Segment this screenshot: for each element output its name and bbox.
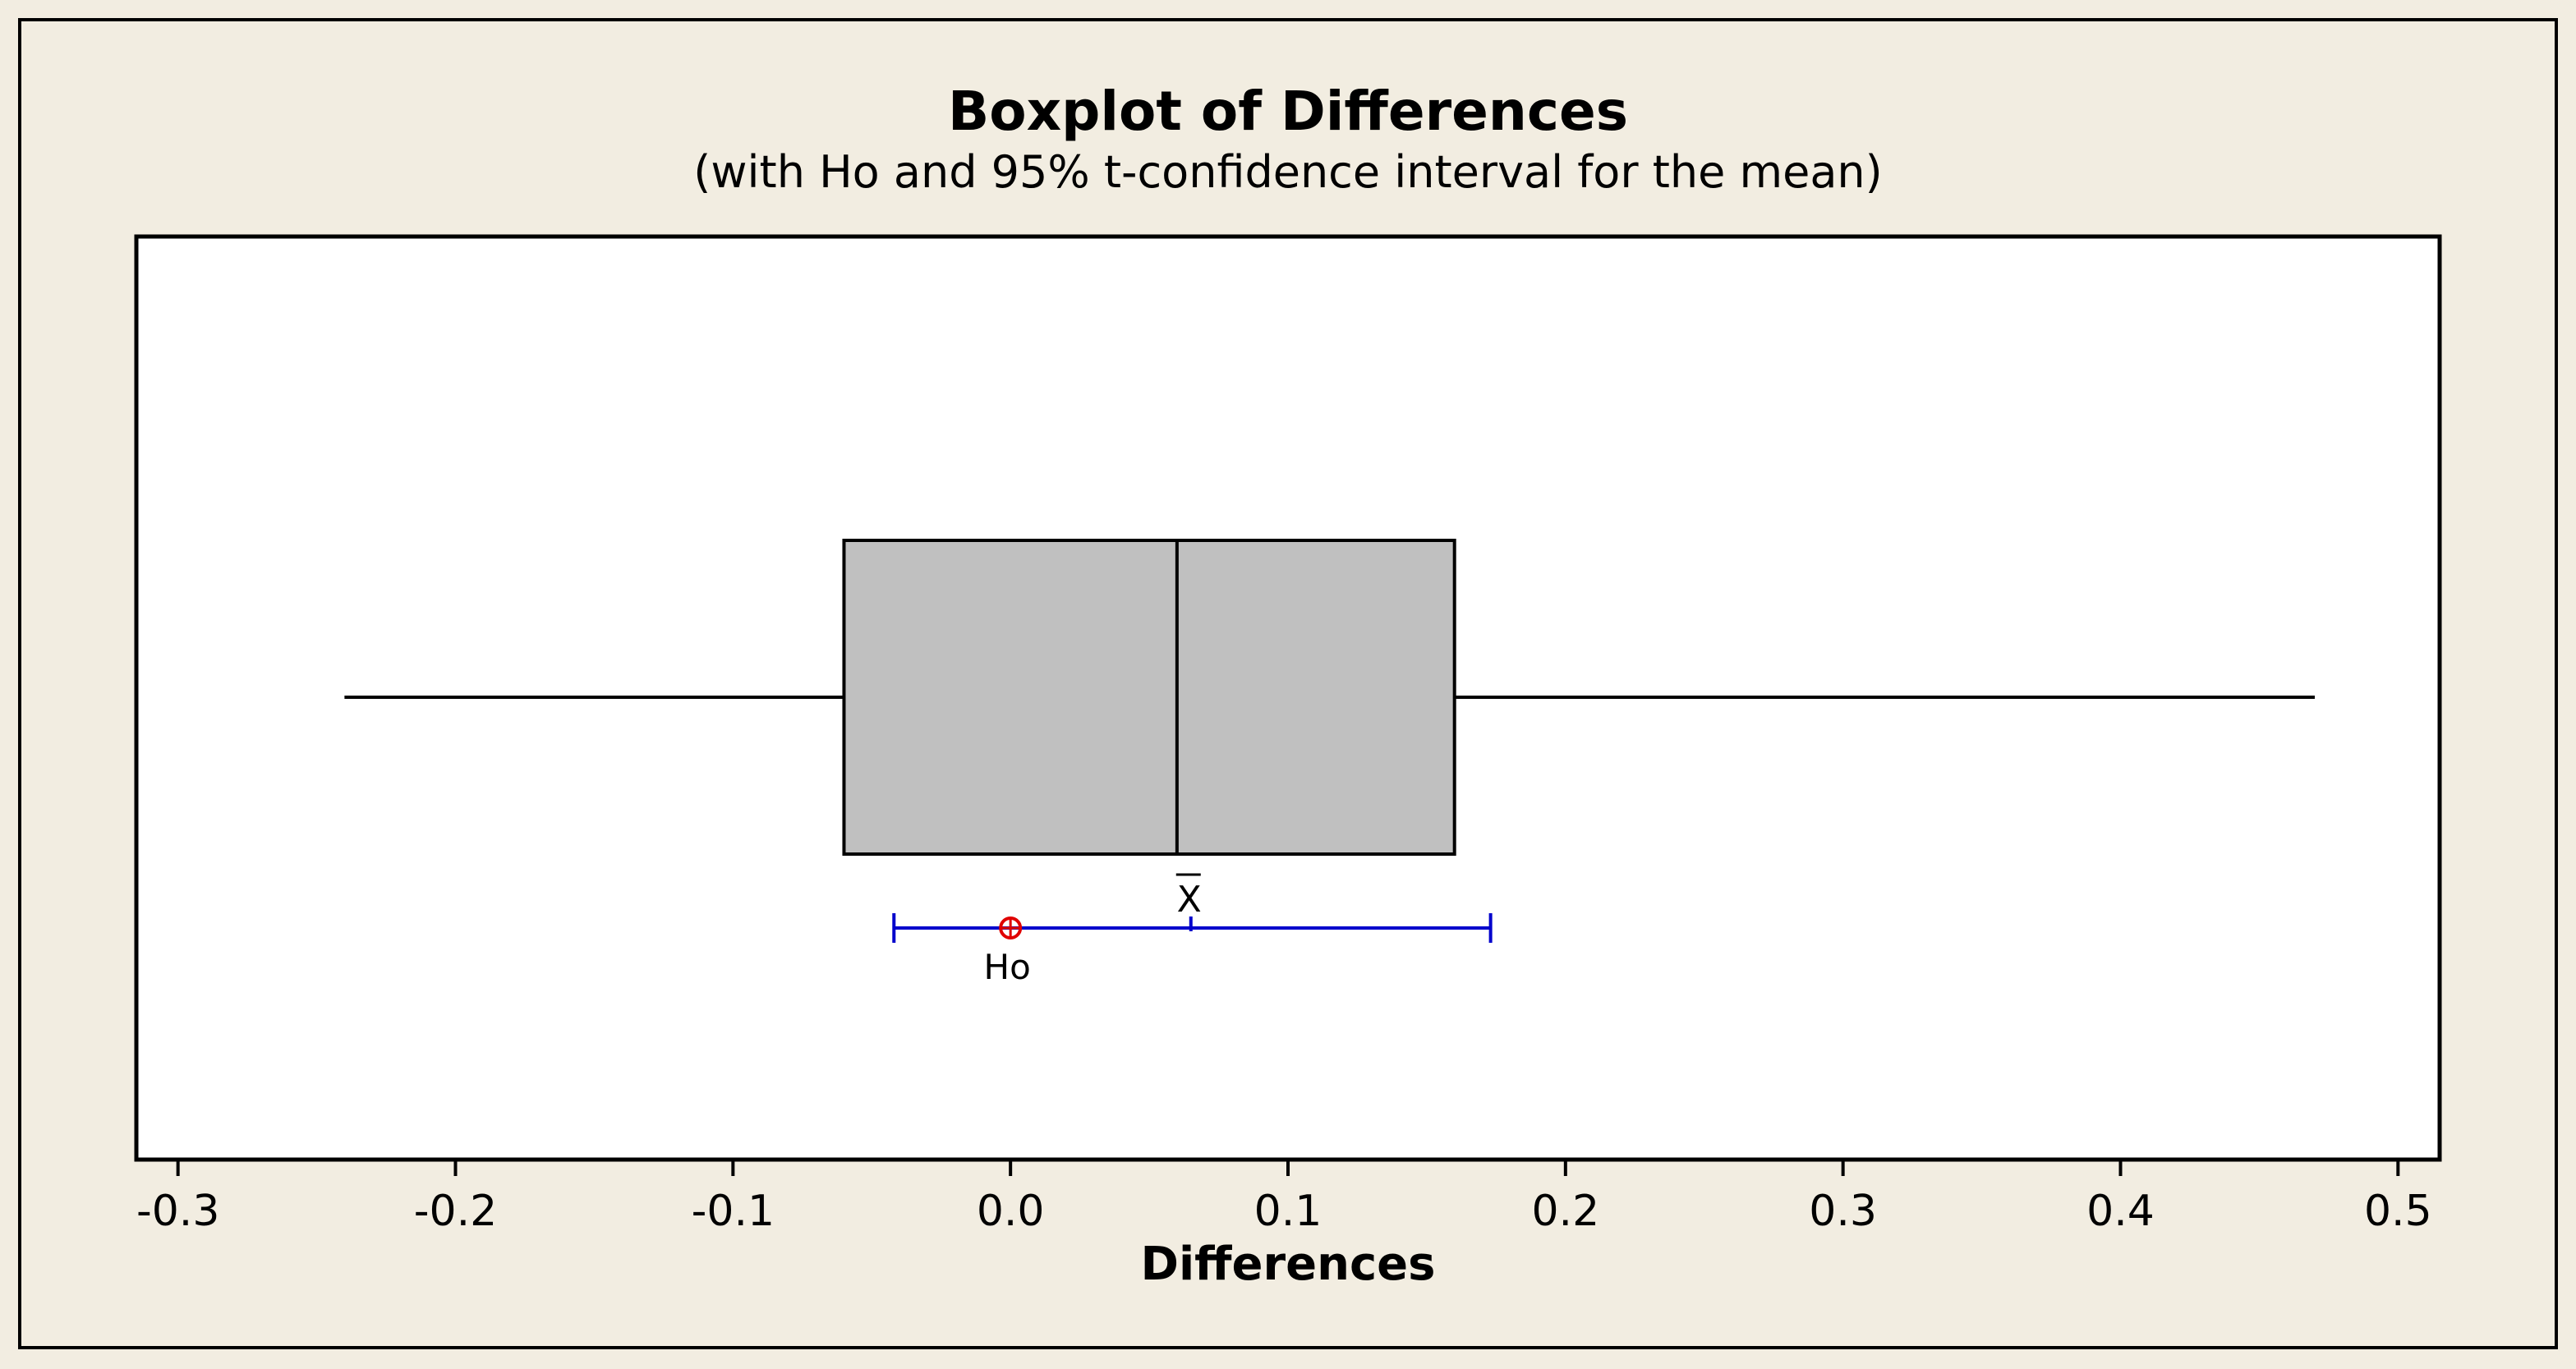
x-axis: -0.3 -0.2 -0.1 0.0 0.1 0.2 0.3 0.4 0.5 — [136, 1160, 2432, 1236]
x-axis-label: Differences — [1141, 1238, 1436, 1291]
x-tick-label: -0.3 — [136, 1187, 219, 1236]
x-tick-label: 0.1 — [1254, 1187, 1322, 1236]
chart-marks: X Ho — [344, 539, 2315, 987]
mean-label: X — [1177, 879, 1202, 921]
chart-subtitle: (with Ho and 95% t-confidence interval f… — [693, 146, 1882, 198]
x-tick-label: -0.1 — [692, 1187, 775, 1236]
chart-frame — [18, 18, 2558, 1349]
h0-label: Ho — [984, 947, 1031, 987]
x-tick-label: 0.4 — [2086, 1187, 2155, 1236]
x-tick-label: -0.2 — [414, 1187, 497, 1236]
x-tick-label: 0.2 — [1531, 1187, 1599, 1236]
x-tick-label: 0.0 — [977, 1187, 1045, 1236]
chart-title: Boxplot of Differences — [948, 80, 1628, 143]
iqr-box — [842, 539, 1456, 856]
x-tick-label: 0.3 — [1809, 1187, 1877, 1236]
x-tick-label: 0.5 — [2364, 1187, 2432, 1236]
